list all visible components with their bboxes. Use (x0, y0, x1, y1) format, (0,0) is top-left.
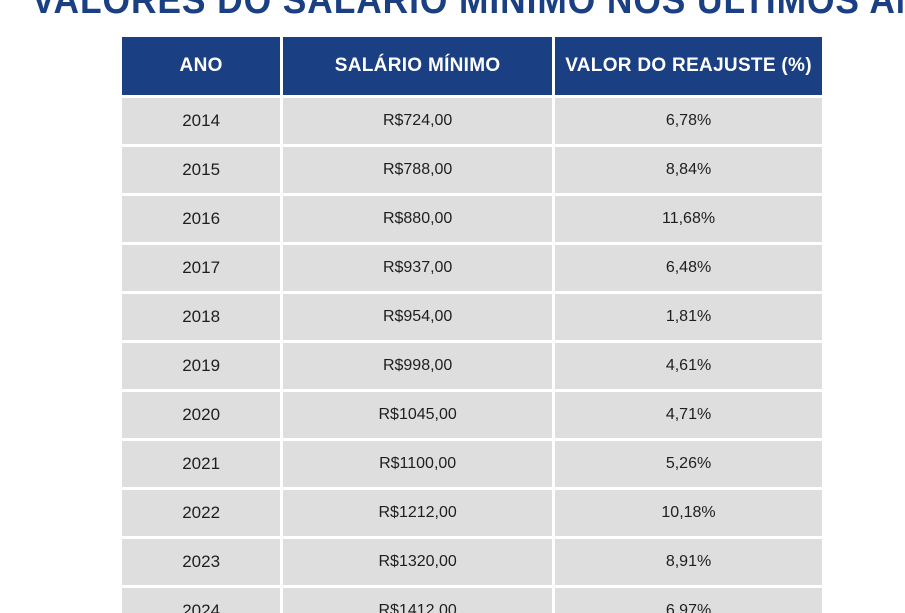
salary-cell: R$880,00 (283, 196, 553, 242)
adjustment-cell: 4,71% (555, 392, 822, 438)
table-row: 2020 R$1045,00 4,71% (122, 392, 822, 438)
salary-cell: R$1320,00 (283, 539, 553, 585)
table-row: 2021 R$1100,00 5,26% (122, 441, 822, 487)
table-row: 2019 R$998,00 4,61% (122, 343, 822, 389)
salary-cell: R$1412,00 (283, 588, 553, 613)
table-body: 2014 R$724,00 6,78% 2015 R$788,00 8,84% 2016 R$… (122, 98, 822, 613)
column-header-salario: SALÁRIO MÍNIMO (283, 37, 553, 95)
adjustment-cell: 5,26% (555, 441, 822, 487)
salary-cell: R$1212,00 (283, 490, 553, 536)
year-cell: 2014 (122, 98, 281, 144)
adjustment-cell: 4,61% (555, 343, 822, 389)
page-title: VALORES DO SALÁRIO MÍNIMO NOS ÚLTIMOS AN… (31, 0, 905, 22)
table-row: 2015 R$788,00 8,84% (122, 147, 822, 193)
table-header-row: ANO SALÁRIO MÍNIMO VALOR DO REAJUSTE (%) (122, 37, 822, 95)
adjustment-cell: 1,81% (555, 294, 822, 340)
year-cell: 2021 (122, 441, 281, 487)
salary-table: ANO SALÁRIO MÍNIMO VALOR DO REAJUSTE (%)… (119, 34, 825, 613)
table-row: 2017 R$937,00 6,48% (122, 245, 822, 291)
year-cell: 2018 (122, 294, 281, 340)
year-cell: 2016 (122, 196, 281, 242)
year-cell: 2017 (122, 245, 281, 291)
table-row: 2014 R$724,00 6,78% (122, 98, 822, 144)
salary-cell: R$937,00 (283, 245, 553, 291)
adjustment-cell: 6,97% (555, 588, 822, 613)
table-row: 2023 R$1320,00 8,91% (122, 539, 822, 585)
column-header-reajuste: VALOR DO REAJUSTE (%) (555, 37, 822, 95)
table-row: 2016 R$880,00 11,68% (122, 196, 822, 242)
table-row: 2022 R$1212,00 10,18% (122, 490, 822, 536)
adjustment-cell: 11,68% (555, 196, 822, 242)
adjustment-cell: 6,48% (555, 245, 822, 291)
table-row: 2018 R$954,00 1,81% (122, 294, 822, 340)
salary-cell: R$1100,00 (283, 441, 553, 487)
year-cell: 2022 (122, 490, 281, 536)
salary-cell: R$724,00 (283, 98, 553, 144)
salary-cell: R$998,00 (283, 343, 553, 389)
adjustment-cell: 8,84% (555, 147, 822, 193)
year-cell: 2023 (122, 539, 281, 585)
adjustment-cell: 6,78% (555, 98, 822, 144)
salary-cell: R$954,00 (283, 294, 553, 340)
column-header-ano: ANO (122, 37, 281, 95)
year-cell: 2019 (122, 343, 281, 389)
adjustment-cell: 10,18% (555, 490, 822, 536)
year-cell: 2015 (122, 147, 281, 193)
adjustment-cell: 8,91% (555, 539, 822, 585)
salary-cell: R$788,00 (283, 147, 553, 193)
year-cell: 2020 (122, 392, 281, 438)
table-row: 2024 R$1412,00 6,97% (122, 588, 822, 613)
year-cell: 2024 (122, 588, 281, 613)
salary-cell: R$1045,00 (283, 392, 553, 438)
